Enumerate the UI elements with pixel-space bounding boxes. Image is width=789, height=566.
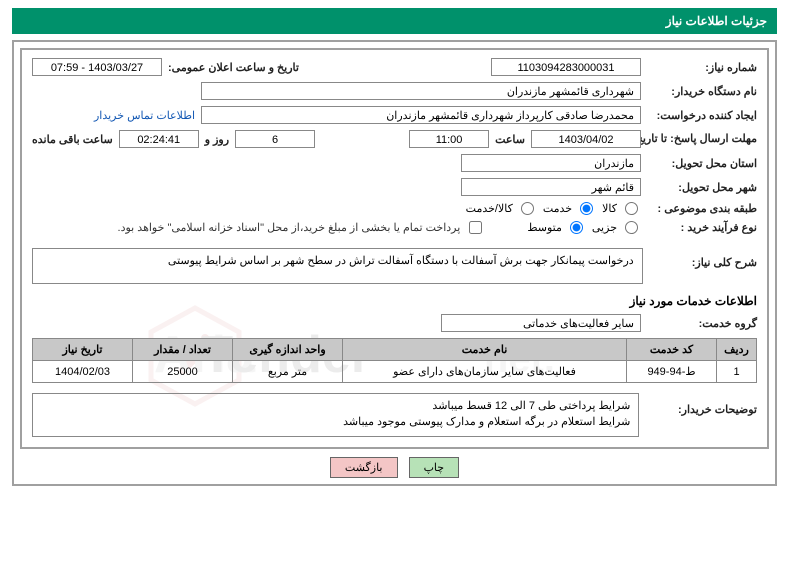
- service-group-value: سایر فعالیت‌های خدماتی: [441, 314, 641, 332]
- cell-row: 1: [717, 361, 757, 383]
- deadline-label: مهلت ارسال پاسخ: تا تاریخ:: [647, 133, 757, 146]
- deadline-time-label: ساعت: [495, 133, 525, 146]
- cell-code: ط-94-949: [627, 361, 717, 383]
- buyer-remarks-box: شرایط پرداختی طی 7 الی 12 قسط میباشد شرا…: [32, 393, 639, 437]
- services-table: ردیف کد خدمت نام خدمت واحد اندازه گیری ت…: [32, 338, 757, 383]
- deadline-remaining: 02:24:41: [119, 130, 199, 148]
- process-type-label: نوع فرآیند خرید :: [647, 221, 757, 234]
- row-subject-class: طبقه بندی موضوعی : کالا خدمت کالا/خدمت: [32, 202, 757, 215]
- titlebar-text: جزئیات اطلاعات نیاز: [666, 14, 767, 28]
- th-qty: تعداد / مقدار: [133, 339, 233, 361]
- radio-goods-label: کالا: [602, 202, 617, 215]
- radio-goods-service-label: کالا/خدمت: [466, 202, 513, 215]
- cell-unit: متر مربع: [233, 361, 343, 383]
- general-desc-text: درخواست پیمانکار جهت برش آسفالت با دستگا…: [168, 255, 634, 267]
- row-requester: ایجاد کننده درخواست: محمدرضا صادقی کارپر…: [32, 106, 757, 124]
- need-number-value: 1103094283000031: [491, 58, 641, 76]
- row-need-number: شماره نیاز: 1103094283000031 تاریخ و ساع…: [32, 58, 757, 76]
- deadline-date: 1403/04/02: [531, 130, 641, 148]
- row-province: استان محل تحویل: مازندران: [32, 154, 757, 172]
- buyer-org-value: شهرداری قائمشهر مازندران: [201, 82, 641, 100]
- table-row: 1 ط-94-949 فعالیت‌های سایر سازمان‌های دا…: [33, 361, 757, 383]
- deadline-days: 6: [235, 130, 315, 148]
- buyer-remarks-label: توضیحات خریدار:: [649, 393, 757, 416]
- buyer-remarks-line1: شرایط پرداختی طی 7 الی 12 قسط میباشد: [41, 398, 630, 414]
- buyer-org-label: نام دستگاه خریدار:: [647, 85, 757, 98]
- general-desc-box: درخواست پیمانکار جهت برش آسفالت با دستگا…: [32, 248, 643, 284]
- deadline-days-and: روز و: [205, 133, 229, 146]
- radio-goods[interactable]: [625, 202, 638, 215]
- deadline-time: 11:00: [409, 130, 489, 148]
- service-group-label: گروه خدمت:: [647, 317, 757, 330]
- announce-label: تاریخ و ساعت اعلان عمومی:: [168, 61, 299, 74]
- titlebar: جزئیات اطلاعات نیاز: [12, 8, 777, 34]
- row-process-type: نوع فرآیند خرید : جزیی متوسط پرداخت تمام…: [32, 221, 757, 234]
- province-label: استان محل تحویل:: [647, 157, 757, 170]
- radio-goods-service[interactable]: [521, 202, 534, 215]
- radio-medium-label: متوسط: [527, 221, 562, 234]
- back-button[interactable]: بازگشت: [330, 457, 398, 478]
- general-desc-label: شرح کلی نیاز:: [649, 248, 757, 269]
- th-name: نام خدمت: [343, 339, 627, 361]
- row-general-desc: شرح کلی نیاز: درخواست پیمانکار جهت برش آ…: [32, 248, 757, 284]
- radio-service-label: خدمت: [543, 202, 572, 215]
- cell-name: فعالیت‌های سایر سازمان‌های دارای عضو: [343, 361, 627, 383]
- need-number-label: شماره نیاز:: [647, 61, 757, 74]
- print-button[interactable]: چاپ: [409, 457, 460, 478]
- requester-value: محمدرضا صادقی کارپرداز شهرداری قائمشهر م…: [201, 106, 641, 124]
- radio-partial[interactable]: [625, 221, 638, 234]
- row-deadline: مهلت ارسال پاسخ: تا تاریخ: 1403/04/02 سا…: [32, 130, 757, 148]
- cell-date: 1404/02/03: [33, 361, 133, 383]
- requester-label: ایجاد کننده درخواست:: [647, 109, 757, 122]
- th-row: ردیف: [717, 339, 757, 361]
- contact-link[interactable]: اطلاعات تماس خریدار: [94, 109, 195, 122]
- radio-service[interactable]: [580, 202, 593, 215]
- cell-qty: 25000: [133, 361, 233, 383]
- button-bar: چاپ بازگشت: [20, 457, 769, 478]
- th-unit: واحد اندازه گیری: [233, 339, 343, 361]
- row-buyer-org: نام دستگاه خریدار: شهرداری قائمشهر مازند…: [32, 82, 757, 100]
- city-value: قائم شهر: [461, 178, 641, 196]
- deadline-remaining-label: ساعت باقی مانده: [32, 133, 113, 146]
- announce-value: 1403/03/27 - 07:59: [32, 58, 162, 76]
- radio-medium[interactable]: [570, 221, 583, 234]
- table-header-row: ردیف کد خدمت نام خدمت واحد اندازه گیری ت…: [33, 339, 757, 361]
- row-city: شهر محل تحویل: قائم شهر: [32, 178, 757, 196]
- services-title: اطلاعات خدمات مورد نیاز: [32, 294, 757, 308]
- row-service-group: گروه خدمت: سایر فعالیت‌های خدماتی: [32, 314, 757, 332]
- content-panel: Aria Tender .net شماره نیاز: 11030942830…: [20, 48, 769, 449]
- subject-class-label: طبقه بندی موضوعی :: [647, 202, 757, 215]
- row-buyer-remarks: توضیحات خریدار: شرایط پرداختی طی 7 الی 1…: [32, 393, 757, 437]
- th-code: کد خدمت: [627, 339, 717, 361]
- city-label: شهر محل تحویل:: [647, 181, 757, 194]
- payment-checkbox[interactable]: [469, 221, 482, 234]
- outer-border: Aria Tender .net شماره نیاز: 11030942830…: [12, 40, 777, 486]
- radio-partial-label: جزیی: [592, 221, 617, 234]
- buyer-remarks-line2: شرایط استعلام در برگه استعلام و مدارک پی…: [41, 414, 630, 430]
- province-value: مازندران: [461, 154, 641, 172]
- th-date: تاریخ نیاز: [33, 339, 133, 361]
- payment-note: پرداخت تمام یا بخشی از مبلغ خرید،از محل …: [118, 221, 461, 234]
